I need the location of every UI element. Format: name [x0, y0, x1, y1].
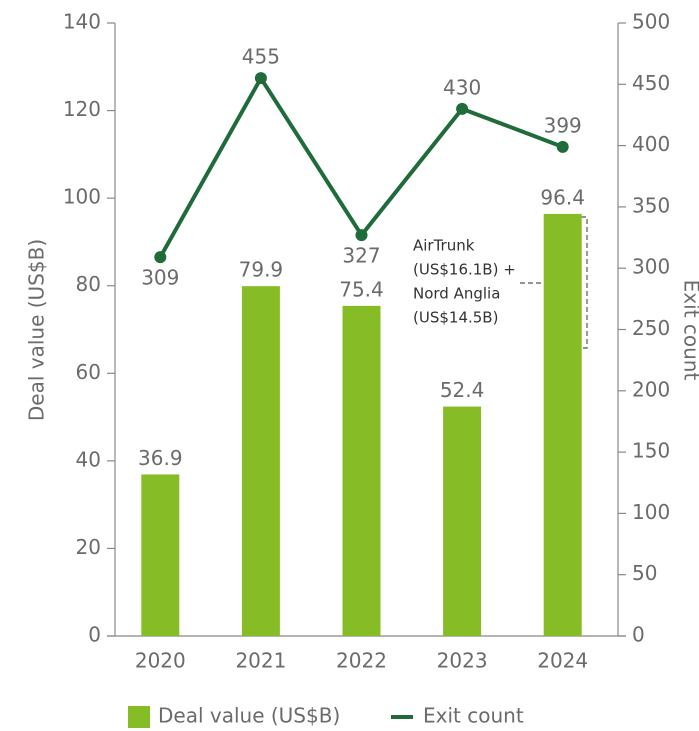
y2-tick-label: 450 [632, 71, 670, 95]
x-tick-label: 2024 [537, 649, 588, 673]
y-tick-label: 60 [76, 360, 101, 384]
y2-axis-title: Exit count [680, 280, 699, 381]
bar [443, 406, 482, 636]
y-tick-label: 120 [63, 97, 101, 121]
x-tick-label: 2021 [235, 649, 286, 673]
annotation-line: Nord Anglia [413, 285, 500, 303]
y-tick-label: 40 [76, 447, 101, 471]
bar-value-label: 36.9 [138, 446, 183, 470]
y-tick-label: 0 [88, 623, 101, 647]
bar [342, 305, 381, 636]
bar [141, 474, 180, 636]
y2-tick-label: 350 [632, 193, 670, 217]
annotation-line: (US$14.5B) [413, 309, 498, 327]
annotation-line: (US$16.1B) + [413, 261, 516, 279]
line-value-label: 430 [443, 75, 481, 99]
y2-tick-label: 500 [632, 10, 670, 34]
line-value-label: 455 [242, 45, 280, 69]
y-tick-label: 100 [63, 185, 101, 209]
line-value-label: 327 [342, 244, 380, 268]
y-tick-label: 20 [76, 535, 101, 559]
line-point [456, 102, 469, 115]
y2-tick-label: 0 [632, 623, 645, 647]
bar-value-label: 96.4 [540, 185, 585, 209]
bar-value-label: 52.4 [440, 378, 485, 402]
y-tick-label: 140 [63, 10, 101, 34]
y2-tick-label: 150 [632, 439, 670, 463]
bar [241, 286, 280, 636]
y2-tick-label: 250 [632, 316, 670, 340]
y-axis-title: Deal value (US$B) [25, 239, 49, 421]
bar-value-label: 75.4 [339, 277, 384, 301]
annotation: AirTrunk (US$16.1B) + Nord Anglia (US$14.5B… [413, 237, 516, 327]
line-point [556, 140, 569, 153]
y-tick-label: 80 [76, 272, 101, 296]
line-point [154, 251, 167, 264]
legend-label: Deal value (US$B) [158, 704, 340, 728]
x-tick-label: 2023 [437, 649, 488, 673]
y2-tick-label: 100 [632, 500, 670, 524]
line-point [355, 229, 368, 242]
y2-tick-label: 400 [632, 132, 670, 156]
y2-tick-label: 300 [632, 255, 670, 279]
legend-swatch [128, 706, 150, 728]
x-tick-label: 2020 [135, 649, 186, 673]
y2-tick-label: 50 [632, 561, 657, 585]
bar [543, 213, 582, 637]
y2-tick-label: 200 [632, 377, 670, 401]
legend-label: Exit count [423, 704, 524, 728]
x-tick-label: 2022 [336, 649, 387, 673]
line-value-label: 399 [544, 113, 582, 137]
bar-value-label: 79.9 [239, 258, 284, 282]
line-point [254, 72, 267, 85]
annotation-line: AirTrunk [413, 237, 475, 255]
line-value-label: 309 [141, 266, 179, 290]
